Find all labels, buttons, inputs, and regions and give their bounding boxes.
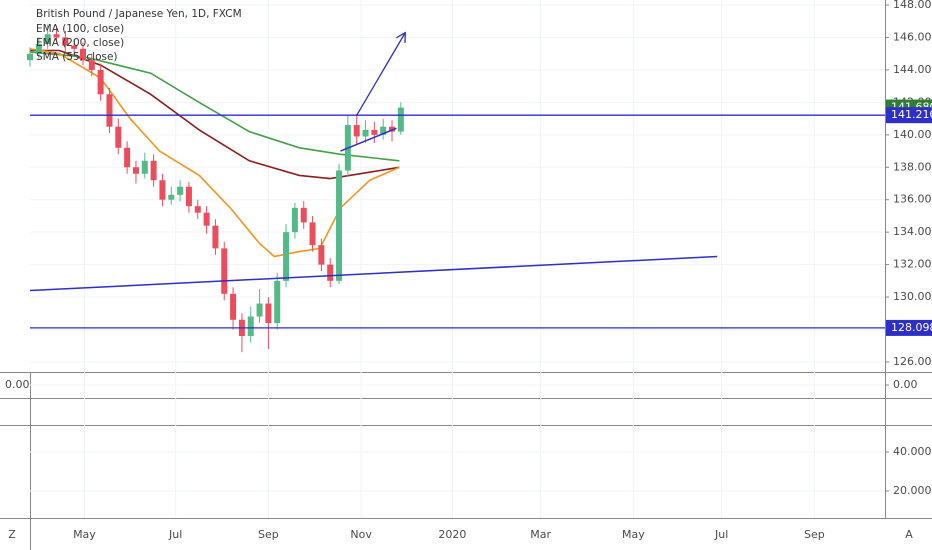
candle-body	[150, 160, 157, 181]
candle-body	[309, 222, 316, 246]
y-tick-label: 136.000	[893, 193, 932, 206]
trend-line	[340, 127, 397, 152]
candle-body	[221, 248, 228, 294]
candle-body	[88, 60, 95, 70]
x-tick-label: Jul	[714, 528, 728, 541]
auto-scale-button[interactable]: A	[905, 528, 913, 541]
candle-body	[71, 45, 78, 49]
trend-line	[29, 255, 718, 292]
y-tick-label: 20.0000	[893, 484, 932, 497]
candle-body	[97, 69, 104, 95]
arrow-line	[356, 32, 406, 116]
candle-body	[230, 293, 237, 320]
x-tick-label: Nov	[350, 528, 372, 541]
candle-body	[397, 107, 404, 132]
candle-body	[44, 34, 51, 44]
x-tick-label: Mar	[530, 528, 551, 541]
legend-entry: SMA (55, close)	[36, 51, 118, 63]
candle-body	[274, 280, 281, 324]
y-tick-label: 146.000	[893, 30, 932, 43]
y-tick-label: 144.000	[893, 63, 932, 76]
x-tick-label: May	[73, 528, 96, 541]
candle-body	[283, 232, 290, 281]
candle-body	[212, 225, 219, 249]
candle-body	[53, 34, 60, 38]
x-tick-label: Jul	[168, 528, 182, 541]
candle-body	[177, 186, 184, 195]
candle-body	[247, 316, 254, 336]
y-tick-label: 134.000	[893, 225, 932, 238]
candle-body	[185, 186, 192, 207]
y-tick-label: 140.000	[893, 128, 932, 141]
chart-title: British Pound / Japanese Yen, 1D, FXCM	[36, 8, 242, 20]
y-tick-label: 148.000	[893, 0, 932, 11]
candle-body	[194, 206, 201, 213]
candle-body	[168, 194, 175, 200]
legend-entry: EMA (100, close)	[36, 23, 124, 35]
candle-body	[300, 207, 307, 223]
moving-average-line	[29, 51, 400, 162]
candle-body	[203, 212, 210, 226]
timezone-button[interactable]: Z	[8, 528, 16, 541]
candle-body	[79, 48, 86, 61]
candle-body	[115, 126, 122, 148]
candle-body	[27, 53, 33, 61]
price-label: 141.210	[891, 108, 932, 121]
legend-entry: EMA (200, close)	[36, 37, 124, 49]
x-tick-label: Sep	[804, 528, 825, 541]
x-tick-label: May	[622, 528, 645, 541]
candle-body	[371, 129, 378, 135]
price-label-box	[886, 319, 932, 336]
candle-body	[62, 37, 69, 46]
candle-body	[35, 43, 42, 54]
candle-body	[362, 129, 369, 137]
y-tick-label: 40.0000	[893, 445, 932, 458]
y-tick-label: 132.000	[893, 258, 932, 271]
candle-body	[256, 303, 263, 317]
x-tick-label: 2020	[438, 528, 466, 541]
y-tick-label: 0.00	[893, 378, 918, 391]
price-label-box	[886, 107, 932, 124]
candle-body	[336, 170, 343, 281]
candle-body	[124, 147, 131, 168]
candle-body	[389, 126, 396, 132]
candle-body	[132, 167, 139, 174]
y-tick-label: 126.000	[893, 355, 932, 368]
candle-body	[106, 94, 113, 127]
candle-body	[353, 125, 360, 137]
x-tick-label: Sep	[258, 528, 279, 541]
candle-body	[327, 264, 334, 281]
y-tick-label: 0.00	[5, 378, 30, 391]
candle-body	[159, 180, 166, 200]
arrow-head	[396, 31, 406, 43]
moving-average-line	[29, 48, 400, 258]
y-tick-label: 138.000	[893, 160, 932, 173]
candle-body	[265, 303, 272, 324]
y-tick-label: 130.000	[893, 290, 932, 303]
candle-body	[141, 160, 148, 174]
price-label: 128.098	[891, 321, 932, 334]
candle-body	[380, 126, 387, 135]
candle-body	[291, 207, 298, 233]
candle-body	[318, 245, 325, 265]
